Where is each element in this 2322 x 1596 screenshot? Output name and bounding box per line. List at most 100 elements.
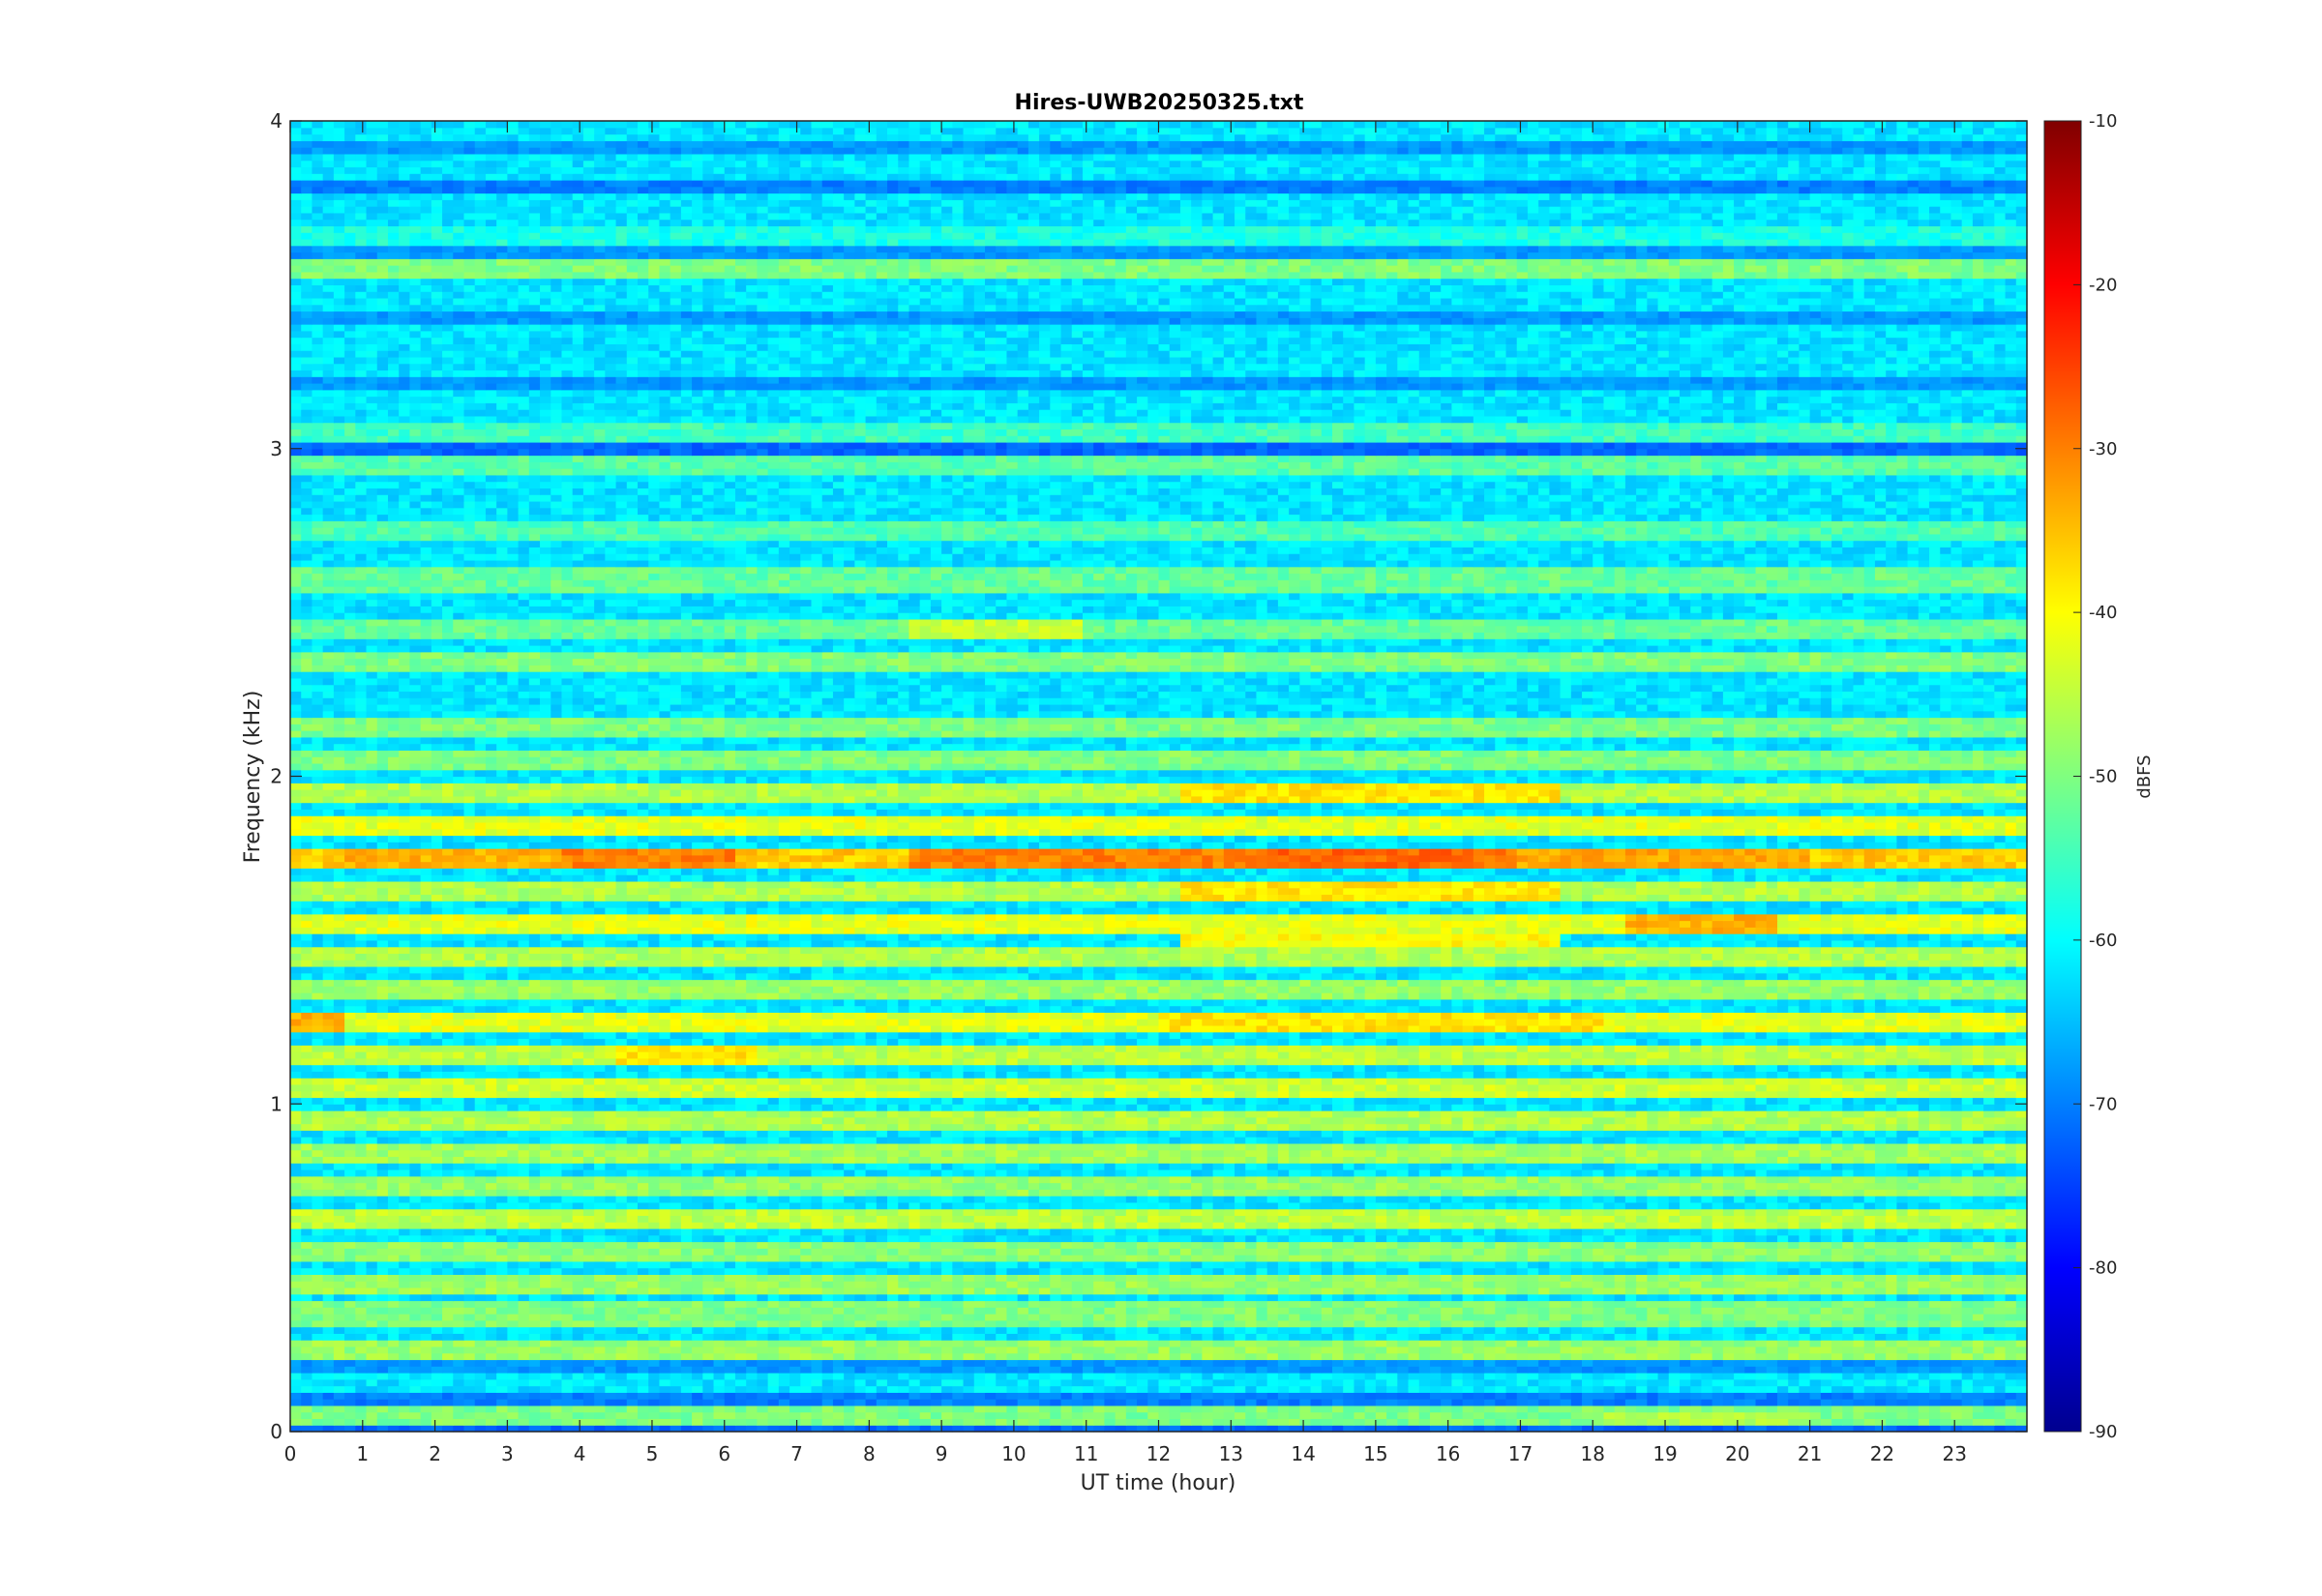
heatmap-cell	[952, 1399, 965, 1406]
heatmap-cell	[1636, 1378, 1648, 1387]
heatmap-cell	[1886, 1293, 1897, 1302]
heatmap-cell	[767, 1300, 780, 1308]
heatmap-cell	[1191, 1234, 1203, 1243]
heatmap-cell	[366, 1255, 378, 1262]
heatmap-cell	[442, 1352, 454, 1361]
heatmap-cell	[1983, 1359, 1995, 1367]
heatmap-cell	[1505, 1281, 1518, 1288]
heatmap-cell	[1994, 1385, 2007, 1393]
heatmap-cell	[626, 1352, 639, 1361]
heatmap-cell	[1994, 1319, 2007, 1328]
heatmap-cell	[1744, 1352, 1757, 1361]
heatmap-cell	[1527, 1404, 1539, 1413]
heatmap-cell	[1582, 1425, 1593, 1433]
heatmap-cell	[1310, 1234, 1323, 1243]
heatmap-cell	[1375, 1234, 1387, 1243]
heatmap-cell	[582, 1267, 595, 1276]
heatmap-cell	[713, 1345, 726, 1354]
heatmap-cell	[734, 1307, 747, 1315]
heatmap-cell	[1766, 1373, 1778, 1380]
heatmap-cell	[582, 1319, 595, 1328]
heatmap-cell	[1788, 1352, 1801, 1361]
heatmap-cell	[1929, 1307, 1941, 1315]
heatmap-cell	[355, 1340, 368, 1347]
heatmap-cell	[2015, 1425, 2028, 1433]
heatmap-cell	[1918, 1267, 1930, 1276]
heatmap-cell	[680, 1248, 693, 1256]
heatmap-cell	[1918, 1333, 1930, 1341]
heatmap-cell	[1776, 1293, 1789, 1302]
heatmap-cell	[1212, 1314, 1225, 1321]
heatmap-cell	[1191, 1241, 1203, 1249]
heatmap-cell	[811, 1227, 823, 1236]
heatmap-cell	[1484, 1274, 1496, 1282]
heatmap-cell	[757, 1281, 769, 1288]
heatmap-cell	[1212, 1307, 1225, 1315]
heatmap-cell	[1831, 1293, 1843, 1302]
heatmap-cell	[1538, 1340, 1550, 1347]
heatmap-cell	[1071, 1425, 1084, 1433]
heatmap-cell	[1516, 1359, 1529, 1367]
heatmap-cell	[1570, 1300, 1583, 1308]
heatmap-cell	[1950, 1385, 1963, 1393]
heatmap-cell	[409, 1260, 422, 1269]
heatmap-cell	[1462, 1241, 1474, 1249]
heatmap-cell	[1516, 1373, 1529, 1380]
heatmap-cell	[1147, 1418, 1160, 1426]
heatmap-cell	[1614, 1326, 1626, 1334]
heatmap-cell	[1874, 1378, 1887, 1387]
heatmap-cell	[355, 1314, 368, 1321]
heatmap-cell	[1657, 1286, 1670, 1295]
heatmap-cell	[800, 1281, 813, 1288]
heatmap-cell	[638, 1260, 649, 1269]
heatmap-cell	[876, 1425, 888, 1433]
heatmap-cell	[485, 1314, 497, 1321]
heatmap-cell	[821, 1300, 834, 1308]
heatmap-cell	[2015, 1352, 2028, 1361]
heatmap-cell	[1418, 1319, 1431, 1328]
heatmap-cell	[442, 1345, 454, 1354]
heatmap-cell	[322, 1314, 335, 1321]
heatmap-cell	[985, 1260, 997, 1269]
heatmap-cell	[1235, 1340, 1246, 1347]
heatmap-cell	[540, 1399, 551, 1406]
heatmap-cell	[333, 1267, 345, 1276]
heatmap-cell	[1375, 1385, 1387, 1393]
heatmap-cell	[1158, 1404, 1171, 1413]
heatmap-cell	[528, 1418, 541, 1426]
heatmap-cell	[930, 1281, 942, 1288]
heatmap-cell	[1093, 1411, 1106, 1420]
heatmap-cell	[1137, 1340, 1148, 1347]
heatmap-cell	[431, 1300, 443, 1308]
heatmap-cell	[551, 1411, 563, 1420]
heatmap-cell	[1299, 1260, 1312, 1269]
heatmap-cell	[1473, 1260, 1485, 1269]
heatmap-cell	[376, 1319, 389, 1328]
heatmap-cell	[290, 1404, 302, 1413]
heatmap-cell	[1082, 1340, 1094, 1347]
heatmap-cell	[1983, 1345, 1995, 1354]
heatmap-cell	[1017, 1241, 1029, 1249]
heatmap-cell	[1983, 1399, 1995, 1406]
heatmap-cell	[1310, 1385, 1323, 1393]
heatmap-cell	[1799, 1326, 1811, 1334]
heatmap-cell	[2015, 1274, 2028, 1282]
heatmap-cell	[1776, 1307, 1789, 1315]
heatmap-cell	[572, 1373, 584, 1380]
heatmap-cell	[1169, 1281, 1181, 1288]
heatmap-cell	[1397, 1378, 1410, 1387]
heatmap-cell	[973, 1274, 986, 1282]
heatmap-cell	[1505, 1260, 1518, 1269]
heatmap-cell	[1429, 1373, 1442, 1380]
heatmap-cell	[1636, 1300, 1648, 1308]
heatmap-cell	[1441, 1366, 1453, 1374]
heatmap-cell	[724, 1392, 736, 1400]
heatmap-cell	[1886, 1260, 1897, 1269]
heatmap-cell	[1766, 1274, 1778, 1282]
heatmap-cell	[1744, 1340, 1757, 1347]
heatmap-cell	[1343, 1404, 1355, 1413]
heatmap-cell	[1386, 1359, 1398, 1367]
heatmap-cell	[1451, 1314, 1464, 1321]
heatmap-cell	[919, 1404, 932, 1413]
heatmap-cell	[854, 1274, 867, 1282]
